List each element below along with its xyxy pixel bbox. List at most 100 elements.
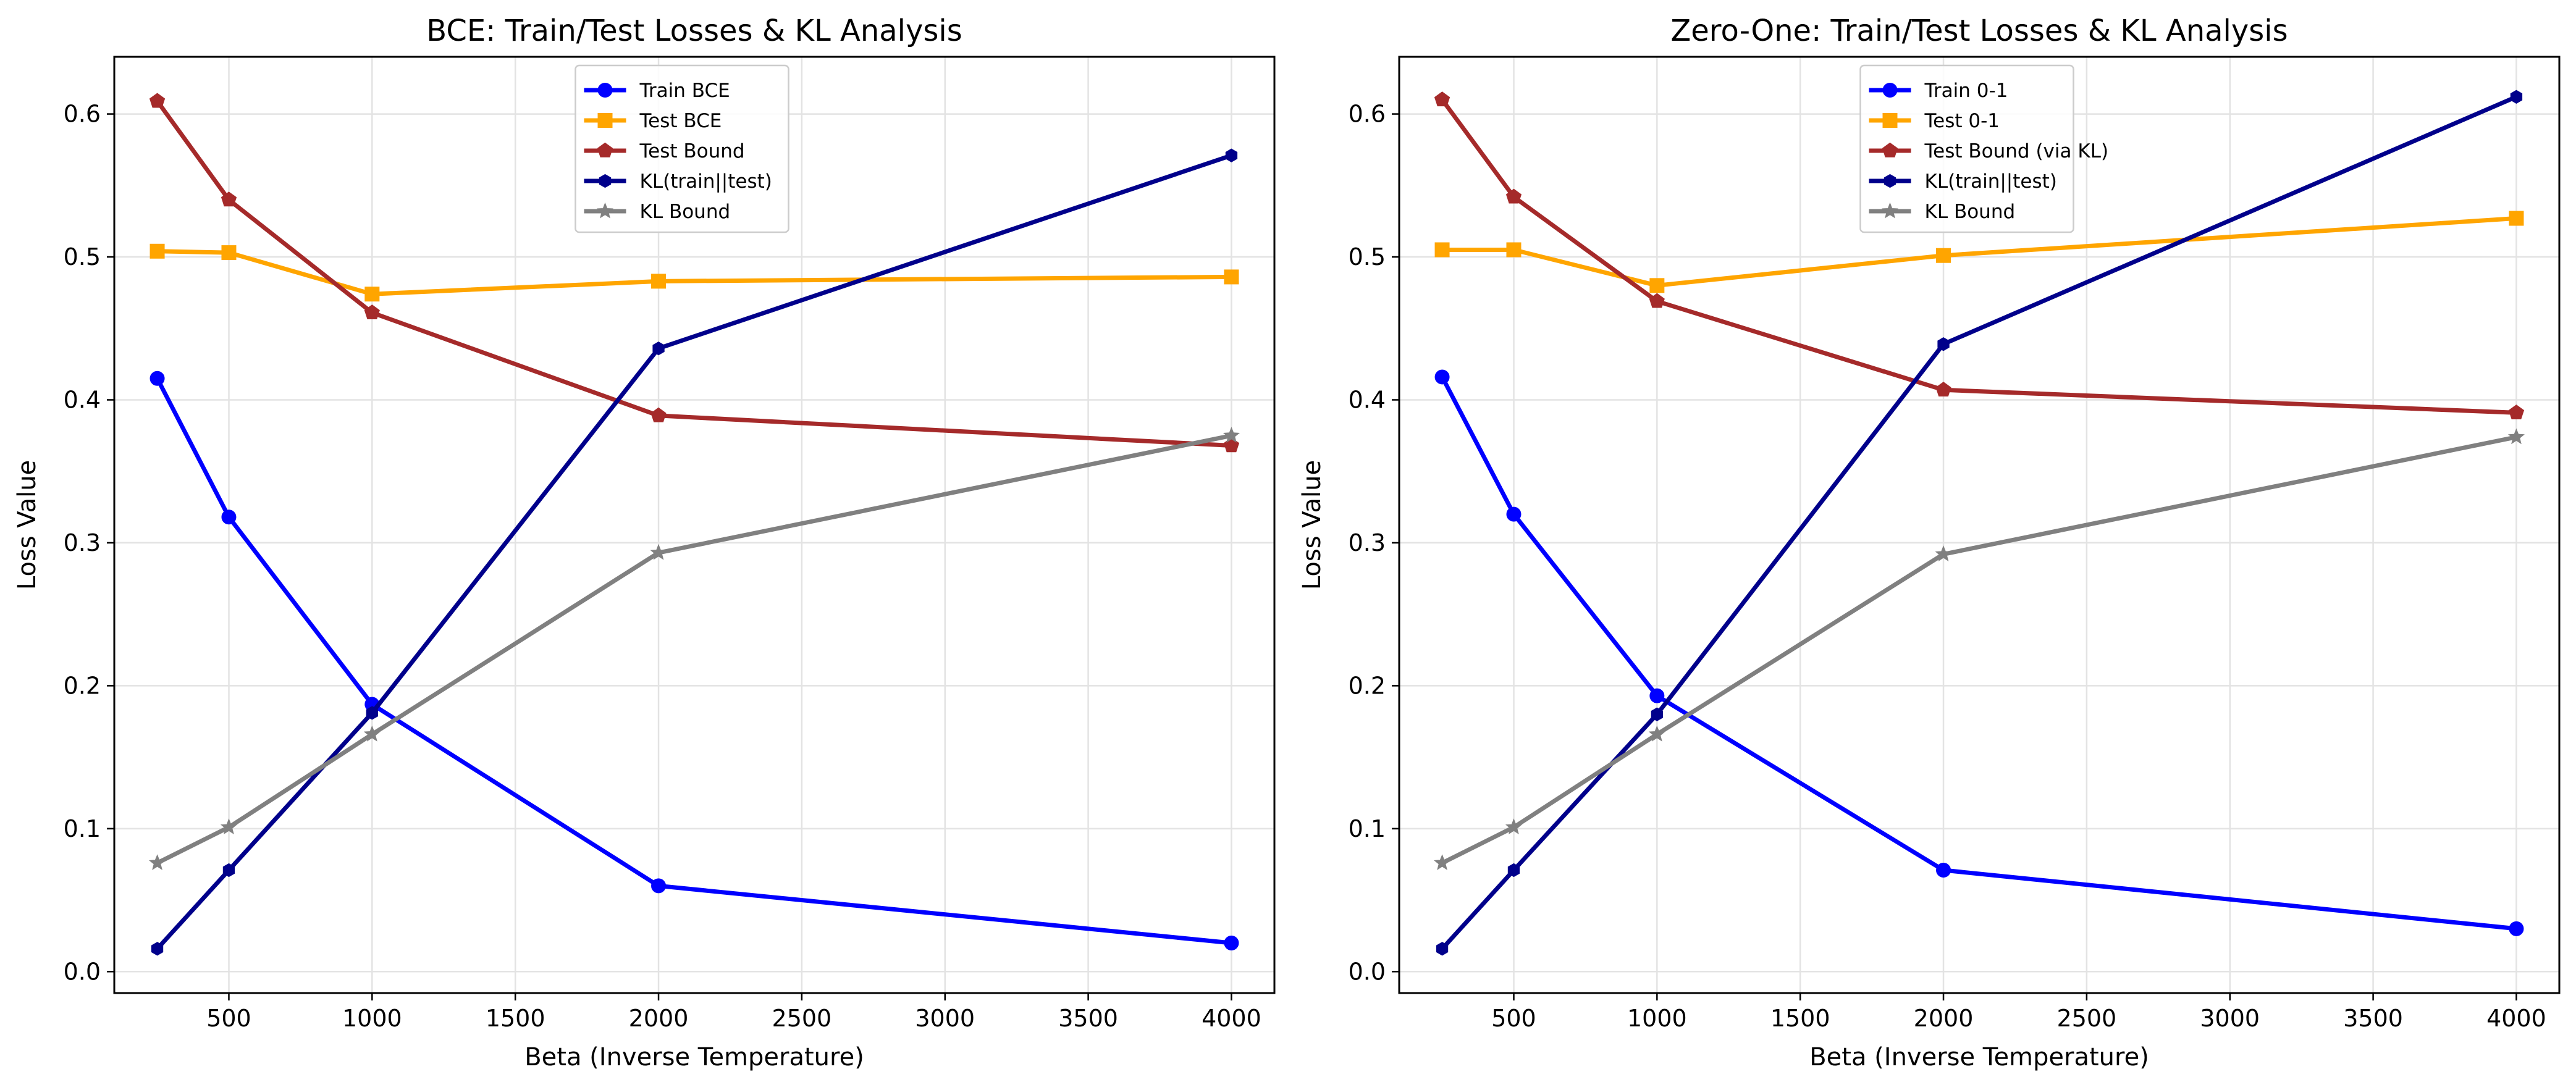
data-point <box>1434 854 1451 870</box>
series-kl-bound <box>1434 428 2525 870</box>
series-test-bound-via-kl <box>1434 91 2525 419</box>
legend-entry-test-bound: Test Bound <box>584 140 745 162</box>
legend-label: KL(train||test) <box>640 170 772 193</box>
data-point <box>1223 427 1240 443</box>
series-train-0-1 <box>1434 369 2524 936</box>
legend-marker <box>597 83 613 98</box>
legend-label: Train 0-1 <box>1924 80 2008 102</box>
data-point <box>1434 242 1450 258</box>
legend-entry-kl-bound: KL Bound <box>584 201 731 223</box>
legend-label: Test 0-1 <box>1924 110 2000 132</box>
legend-marker <box>597 142 613 157</box>
x-tick-label: 3500 <box>1058 1005 1118 1032</box>
data-point <box>1505 818 1522 835</box>
chart-title: BCE: Train/Test Losses & KL Analysis <box>426 14 962 48</box>
data-point <box>151 942 164 956</box>
data-point <box>1507 863 1520 878</box>
legend-label: Train BCE <box>639 80 730 102</box>
y-tick-label: 0.5 <box>1349 243 1386 270</box>
x-axis-label: Beta (Inverse Temperature) <box>1809 1043 2149 1071</box>
zero-one-chart-panel: 500 1000 1500 2000 2500 3000 3500 4000 0.0 0.1 0.2… <box>1298 14 2561 1071</box>
data-point <box>1649 293 1665 308</box>
data-point <box>221 191 237 207</box>
series-test-bce <box>149 243 1239 302</box>
data-point <box>149 371 165 386</box>
legend-entry-test-0-1: Test 0-1 <box>1869 110 2000 132</box>
legend-marker <box>1882 83 1898 98</box>
data-point <box>2507 428 2525 445</box>
data-point <box>1935 545 1952 562</box>
legend-label: KL Bound <box>1925 201 2016 223</box>
plot-frame <box>1398 56 2561 994</box>
x-tick-label: 4000 <box>1202 1005 1261 1032</box>
data-point <box>2510 90 2523 104</box>
legend: Train BCE Test BCE Test Bound KL(train||tes… <box>575 64 789 233</box>
legend-label: Test BCE <box>639 110 722 132</box>
data-point <box>2509 921 2524 936</box>
data-point <box>366 706 378 720</box>
y-tick-label: 0.3 <box>64 529 101 556</box>
data-point <box>149 243 165 259</box>
x-tick-label: 3000 <box>2200 1005 2260 1032</box>
series-kl-train-test <box>1436 90 2523 956</box>
x-tick-label: 500 <box>1491 1005 1536 1032</box>
data-point <box>221 245 237 261</box>
x-tick-label: 1500 <box>486 1005 545 1032</box>
data-point <box>149 854 166 870</box>
data-point <box>222 863 235 878</box>
y-tick-label: 0.0 <box>1349 958 1386 985</box>
legend-entry-train-0-1: Train 0-1 <box>1869 80 2008 102</box>
x-tick-label: 2500 <box>772 1005 832 1032</box>
data-point <box>1935 382 1951 396</box>
y-tick-label: 0.4 <box>1349 386 1386 413</box>
x-tick-label: 3500 <box>2343 1005 2403 1032</box>
chart-title: Zero-One: Train/Test Losses & KL Analysi… <box>1670 14 2288 48</box>
data-point <box>1937 337 1950 351</box>
x-axis-ticks: 500 1000 1500 2000 2500 3000 3500 4000 <box>1491 993 2546 1032</box>
legend-entry-train-bce: Train BCE <box>584 80 730 102</box>
legend-marker <box>1881 202 1899 219</box>
y-tick-label: 0.2 <box>1349 672 1386 699</box>
x-tick-label: 2500 <box>2057 1005 2117 1032</box>
series-kl-train-test <box>151 148 1238 956</box>
series-test-0-1 <box>1434 211 2524 293</box>
x-tick-label: 1000 <box>1627 1005 1687 1032</box>
series-train-bce <box>149 371 1239 950</box>
legend-entry-kl-train-test: KL(train||test) <box>1869 170 2057 193</box>
x-tick-label: 2000 <box>1914 1005 1974 1032</box>
series-test-bound <box>149 93 1240 453</box>
legend-box <box>575 64 789 233</box>
y-tick-label: 0.1 <box>64 815 101 842</box>
legend-label: KL(train||test) <box>1925 170 2057 193</box>
data-point <box>1436 942 1449 956</box>
data-point <box>1225 148 1238 162</box>
x-tick-label: 1000 <box>342 1005 402 1032</box>
legend-entry-test-bound-via-kl: Test Bound (via KL) <box>1869 140 2108 162</box>
legend-marker <box>599 174 612 188</box>
data-point <box>364 287 380 302</box>
legend-entry-kl-train-test: KL(train||test) <box>584 170 772 193</box>
data-point <box>650 407 667 422</box>
series-kl-bound <box>149 427 1240 870</box>
legend: Train 0-1 Test 0-1 Test Bound (via KL) KL(t… <box>1859 64 2108 233</box>
data-point <box>2508 405 2525 419</box>
y-axis-label: Loss Value <box>13 460 41 590</box>
data-point <box>1649 278 1665 293</box>
y-tick-label: 0.0 <box>64 958 101 985</box>
plot-frame <box>113 56 1276 994</box>
data-point <box>650 543 667 560</box>
y-axis-label: Loss Value <box>1298 460 1326 590</box>
legend-label: KL Bound <box>640 201 731 223</box>
data-point <box>221 509 237 525</box>
data-point <box>363 725 381 742</box>
x-tick-label: 500 <box>206 1005 251 1032</box>
y-tick-label: 0.6 <box>1349 101 1386 128</box>
y-tick-label: 0.1 <box>1349 815 1386 842</box>
y-axis-ticks: 0.0 0.1 0.2 0.3 0.4 0.5 0.6 <box>1349 101 1399 985</box>
data-point <box>220 818 237 835</box>
data-point <box>149 93 166 108</box>
y-tick-label: 0.2 <box>64 672 101 699</box>
data-point <box>1651 707 1663 721</box>
y-tick-label: 0.5 <box>64 243 101 270</box>
y-axis-ticks: 0.0 0.1 0.2 0.3 0.4 0.5 0.6 <box>64 101 114 985</box>
